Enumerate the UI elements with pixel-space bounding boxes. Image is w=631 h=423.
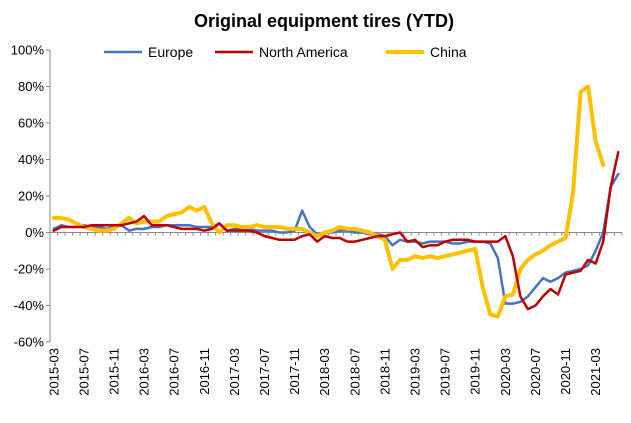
x-tick-label: 2019-07 [438, 348, 453, 396]
x-tick-label: 2017-11 [287, 348, 302, 395]
x-tick-label: 2015-07 [76, 348, 91, 396]
y-axis: -60% -40% -20% 0% 20% 40% 60% 80% 100% [11, 43, 51, 350]
chart-legend: Europe North America China [104, 44, 467, 60]
x-tick-label: 2015-11 [106, 348, 121, 395]
x-tick-label: 2016-03 [137, 348, 152, 396]
legend-item-north-america: North America [215, 44, 348, 60]
x-tick-label: 2016-11 [197, 348, 212, 395]
y-tick-label: 60% [18, 116, 44, 131]
x-tick-label: 2018-11 [377, 348, 392, 395]
x-tick-label: 2018-03 [317, 348, 332, 396]
x-tick-label: 2015-03 [46, 348, 61, 396]
x-tick-label: 2017-03 [227, 348, 242, 396]
y-tick-label: 100% [11, 43, 45, 58]
x-tick-label: 2020-03 [498, 348, 513, 396]
y-tick-label: 20% [18, 189, 44, 204]
legend-item-china: China [386, 44, 467, 60]
x-tick-label: 2020-07 [528, 348, 543, 396]
legend-item-europe: Europe [104, 44, 193, 60]
legend-label: North America [259, 44, 348, 60]
x-axis: 2015-03 2015-07 2015-11 2016-03 2016-07 2016-… [46, 232, 623, 396]
series-line-china [51, 84, 606, 319]
x-tick-label: 2018-07 [347, 348, 362, 396]
x-tick-label: 2019-11 [468, 348, 483, 395]
y-tick-label: 40% [18, 152, 44, 167]
y-tick-label: -40% [14, 298, 45, 313]
x-tick-label: 2020-11 [558, 348, 573, 395]
x-tick-label: 2021-03 [588, 348, 603, 396]
legend-label: Europe [148, 44, 193, 60]
y-tick-label: 0% [25, 225, 44, 240]
series-layer [51, 84, 620, 319]
series-line-north-america [52, 150, 620, 311]
y-tick-label: 80% [18, 79, 44, 94]
chart-title: Original equipment tires (YTD) [194, 11, 454, 31]
x-tick-label: 2016-07 [167, 348, 182, 396]
y-tick-label: -20% [14, 262, 45, 277]
x-tick-label: 2017-07 [257, 348, 272, 396]
legend-label: China [430, 44, 467, 60]
x-tick-label: 2019-03 [408, 348, 423, 396]
y-tick-label: -60% [14, 335, 45, 350]
series-line-europe [52, 172, 620, 305]
